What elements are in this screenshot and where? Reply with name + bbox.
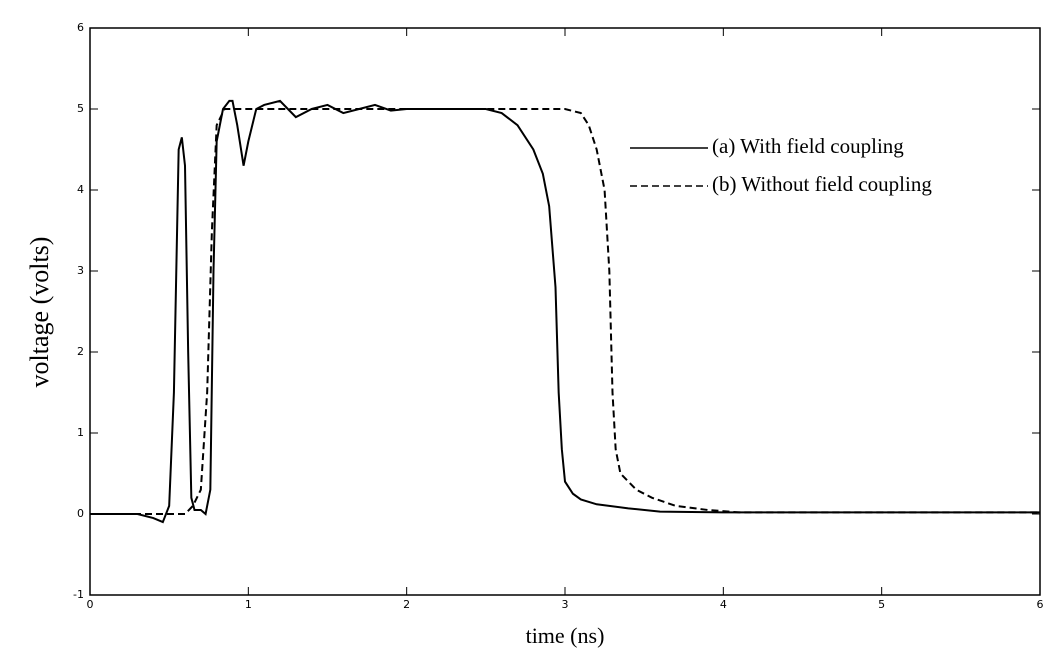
y-tick-label: 4 (77, 183, 84, 196)
x-tick-label: 3 (562, 598, 569, 611)
x-tick-label: 1 (245, 598, 252, 611)
plot-frame (89, 27, 1041, 596)
legend-label: (a) With field coupling (712, 134, 904, 158)
y-tick-label: -1 (73, 588, 84, 601)
x-tick-label: 0 (87, 598, 94, 611)
y-tick-label: 2 (77, 345, 84, 358)
series-line (90, 99, 1040, 524)
y-tick-label: 3 (77, 264, 84, 277)
y-tick-label: 0 (77, 507, 84, 520)
legend-label: (b) Without field coupling (712, 172, 932, 196)
y-tick-label: 5 (77, 102, 84, 115)
x-tick-label: 6 (1037, 598, 1044, 611)
x-tick-label: 2 (403, 598, 410, 611)
y-tick-label: 6 (77, 21, 84, 34)
x-tick-label: 5 (878, 598, 885, 611)
y-tick-label: 1 (77, 426, 84, 439)
series-line (90, 108, 1040, 515)
x-axis-label: time (ns) (526, 623, 605, 648)
x-tick-label: 4 (720, 598, 727, 611)
y-axis-label: voltage (volts) (25, 237, 54, 388)
